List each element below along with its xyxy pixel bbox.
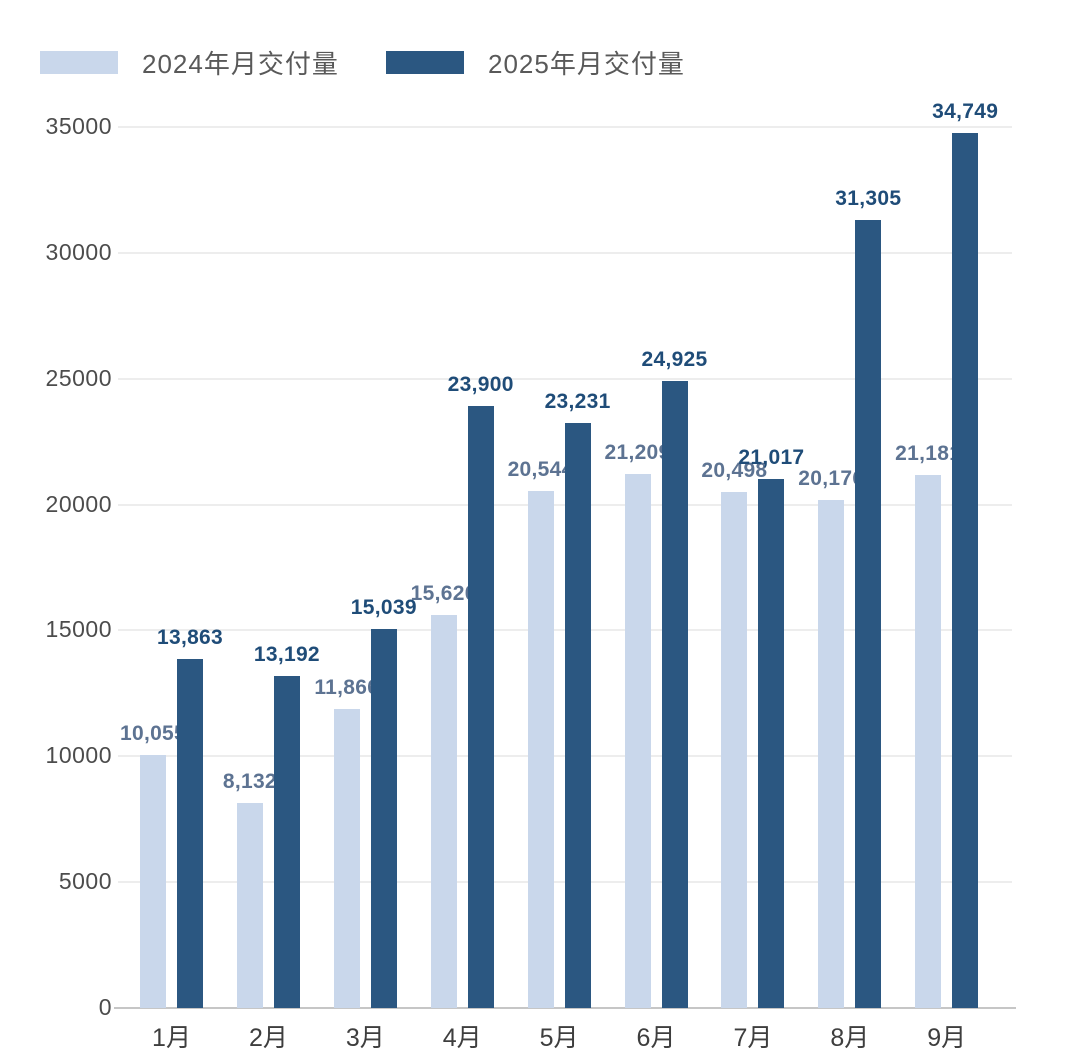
bar-2024年月交付量-7月 <box>721 492 748 1008</box>
bar-value-label: 13,192 <box>253 642 320 666</box>
bar-2024年月交付量-2月 <box>236 803 263 1008</box>
x-axis-label-4月: 4月 <box>442 1024 482 1052</box>
gridline <box>118 251 1012 254</box>
bar-value-label: 20,498 <box>701 459 768 483</box>
y-axis-tick-label: 5000 <box>58 868 112 895</box>
x-axis-label-5月: 5月 <box>539 1024 579 1052</box>
y-axis-tick-label: 10000 <box>45 742 112 769</box>
bar-2024年月交付量-3月 <box>333 709 360 1008</box>
x-axis-label-9月: 9月 <box>927 1024 967 1052</box>
bar-2025年月交付量-8月 <box>855 220 882 1008</box>
bar-2024年月交付量-6月 <box>624 474 651 1008</box>
gridline <box>118 126 1012 128</box>
bar-value-label: 11,866 <box>314 676 380 700</box>
bar-2025年月交付量-9月 <box>952 133 979 1008</box>
legend-swatch-2024 <box>40 51 118 74</box>
bar-value-label: 21,209 <box>604 441 671 465</box>
bar-value-label: 24,925 <box>641 347 708 371</box>
gridline <box>118 377 1012 380</box>
bar-value-label: 21,017 <box>738 445 805 469</box>
y-axis-tick-label: 30000 <box>45 238 112 265</box>
bar-value-label: 34,749 <box>932 100 999 124</box>
bar-value-label: 21,181 <box>895 441 962 465</box>
x-axis-label-6月: 6月 <box>636 1024 676 1052</box>
bar-value-label: 23,231 <box>544 390 611 414</box>
bar-value-label: 23,900 <box>447 373 514 397</box>
bar-2025年月交付量-1月 <box>177 659 203 1008</box>
bar-2025年月交付量-6月 <box>661 380 688 1008</box>
legend-label-2024: 2024年月交付量 <box>142 49 339 79</box>
bar-2025年月交付量-3月 <box>370 629 397 1008</box>
bar-2024年月交付量-8月 <box>818 500 845 1008</box>
x-axis-label-1月: 1月 <box>152 1024 191 1052</box>
legend-swatch-2025 <box>386 51 464 74</box>
legend-label-2025: 2025年月交付量 <box>488 49 685 79</box>
bar-2025年月交付量-4月 <box>467 406 494 1008</box>
y-axis-tick-label: 15000 <box>45 616 112 643</box>
bar-value-label: 8,132 <box>222 770 277 794</box>
x-axis-label-3月: 3月 <box>345 1024 385 1052</box>
bar-value-label: 13,863 <box>156 626 224 650</box>
bar-2024年月交付量-4月 <box>430 614 457 1008</box>
x-axis-label-7月: 7月 <box>733 1024 773 1052</box>
y-axis-tick-label: 20000 <box>45 490 112 517</box>
x-axis-label-2月: 2月 <box>248 1024 288 1052</box>
y-axis-tick-label: 35000 <box>45 113 112 139</box>
y-axis-tick-label: 0 <box>98 994 112 1020</box>
bar-value-label: 15,620 <box>410 581 477 605</box>
x-axis-line <box>114 1007 1016 1009</box>
bar-value-label: 10,055 <box>119 721 187 745</box>
bar-2025年月交付量-7月 <box>758 478 785 1008</box>
bar-value-label: 31,305 <box>835 187 902 210</box>
bar-2025年月交付量-5月 <box>564 423 591 1008</box>
bar-value-label: 15,039 <box>350 596 417 620</box>
y-axis-tick-label: 25000 <box>45 364 112 391</box>
bar-2024年月交付量-9月 <box>915 474 942 1008</box>
bar-value-label: 20,176 <box>798 467 865 491</box>
bar-2024年月交付量-1月 <box>140 754 166 1008</box>
bar-2025年月交付量-2月 <box>273 675 300 1008</box>
bar-value-label: 20,544 <box>507 457 574 481</box>
x-axis-label-8月: 8月 <box>830 1024 870 1052</box>
bar-2024年月交付量-5月 <box>527 490 554 1008</box>
legend-item-2025: 2025年月交付量 <box>386 44 685 81</box>
legend-item-2024: 2024年月交付量 <box>40 44 339 81</box>
